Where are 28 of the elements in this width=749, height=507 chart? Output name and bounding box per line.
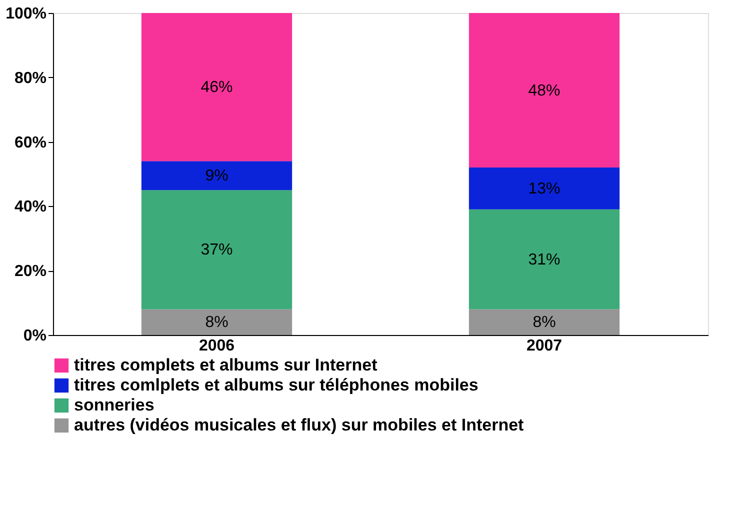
x-tick-label: 2006 (198, 338, 235, 354)
y-tick-label: 100% (6, 6, 46, 22)
y-tick-label: 0% (23, 328, 46, 344)
legend-label: titres complets et albums sur Internet (74, 356, 378, 374)
data-label: 31% (528, 251, 560, 268)
data-label: 46% (200, 79, 233, 96)
data-label: 48% (528, 82, 560, 100)
data-label: 13% (528, 180, 560, 198)
bar (141, 190, 292, 310)
bar (141, 161, 292, 190)
bar (468, 168, 620, 210)
bar (468, 13, 620, 168)
bar (468, 209, 620, 310)
legend-label: sonneries (74, 396, 154, 414)
y-tick-label: 60% (14, 134, 46, 152)
bar (141, 13, 292, 162)
y-tick-label: 40% (14, 198, 46, 216)
data-label: 8% (205, 314, 228, 332)
legend-label: titres comlplets et albums sur téléphones mobiles (74, 376, 478, 394)
legend-label: autres (vidéos musicales et flux) sur mobiles et Internet (74, 416, 524, 434)
data-label: 9% (205, 168, 228, 185)
bar (468, 309, 620, 335)
y-tick-label: 80% (14, 70, 46, 87)
y-tick-label: 20% (14, 263, 46, 280)
data-label: 37% (200, 242, 233, 259)
bar (141, 309, 292, 335)
data-label: 8% (532, 314, 556, 332)
x-tick-label: 2007 (526, 338, 562, 354)
